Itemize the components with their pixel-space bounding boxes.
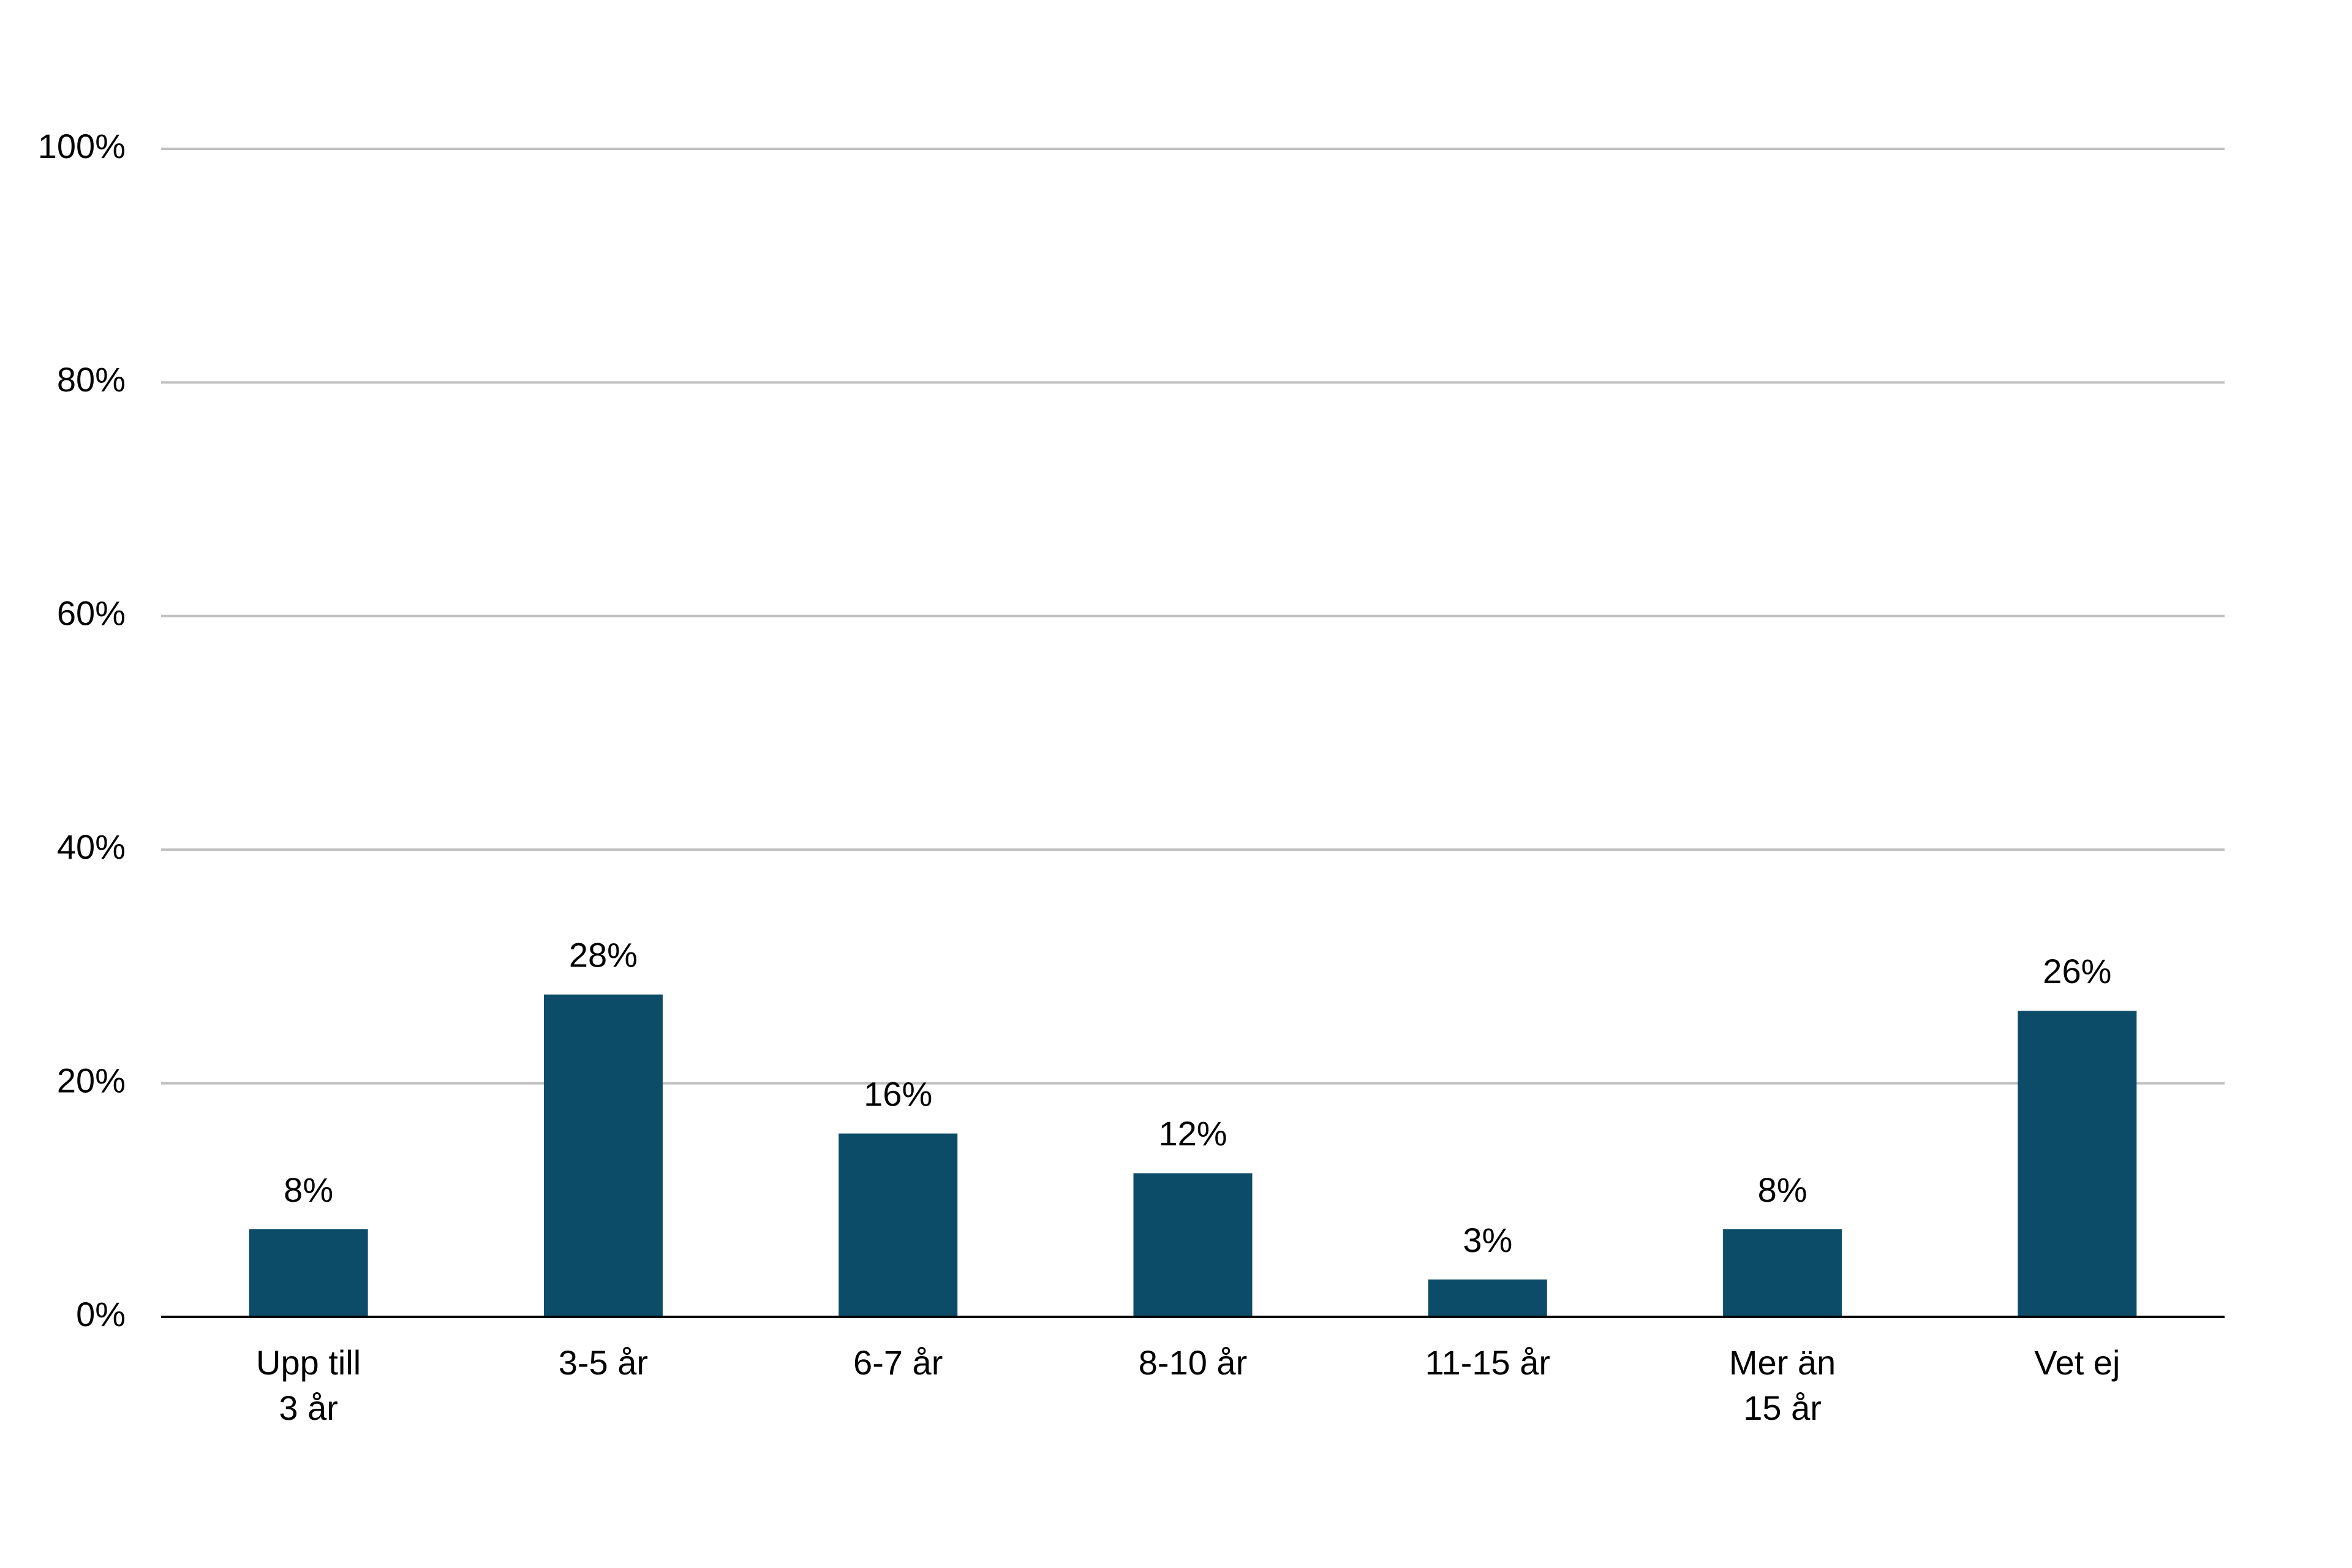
x-tick-label-box: Upp till 3 år [256,1343,361,1427]
x-tick-label-box: 3-5 år [558,1343,649,1382]
data-label: 12% [1158,1114,1227,1153]
data-label: 28% [569,935,638,974]
y-tick-label: 80% [57,360,126,399]
x-tick-label-box: 11-15 år [1425,1343,1550,1382]
y-tick-label: 100% [38,127,126,165]
x-tick-label: 3-5 år [558,1343,649,1382]
x-tick-label: Mer än 15 år [1728,1343,1836,1427]
x-tick-label: Vet ej [2034,1343,2120,1382]
x-tick-label: Upp till 3 år [256,1343,361,1427]
bar [839,1133,958,1317]
bar [1133,1173,1253,1317]
bar [1723,1229,1842,1317]
data-label: 26% [2043,952,2111,990]
data-label: 16% [864,1074,932,1113]
data-label: 8% [284,1170,333,1209]
x-tick-label-box: 6-7 år [853,1343,943,1382]
x-tick-label-box: Mer än 15 år [1728,1343,1836,1427]
y-tick-label: 40% [57,827,126,866]
bar [543,994,663,1317]
data-label: 8% [1758,1170,1807,1209]
x-tick-label-box: 8-10 år [1138,1343,1248,1382]
y-tick-label: 20% [57,1061,126,1099]
bar [1428,1279,1547,1317]
bar [2018,1011,2137,1317]
y-tick-label: 0% [76,1295,126,1333]
x-tick-label-box: Vet ej [2034,1343,2120,1382]
data-label: 3% [1463,1221,1512,1259]
bar [249,1229,368,1317]
x-tick-label: 8-10 år [1138,1343,1248,1382]
x-tick-label: 6-7 år [853,1343,943,1382]
x-tick-label: 11-15 år [1425,1343,1550,1382]
y-tick-label: 60% [57,594,126,633]
